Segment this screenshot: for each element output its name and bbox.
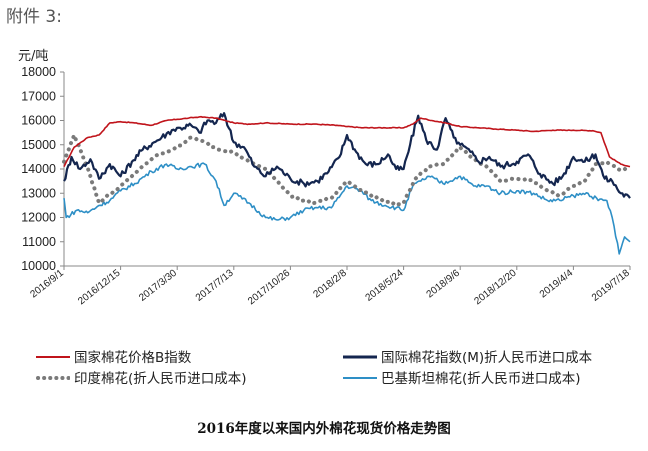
legend-item-b-index: 国家棉花价格B指数 bbox=[36, 346, 191, 366]
y-tick-label: 14000 bbox=[21, 162, 56, 176]
legend-label-intl-index: 国际棉花指数(M)折人民币进口成本 bbox=[381, 350, 593, 366]
legend-item-pakistan: 巴基斯坦棉花(折人民币进口成本) bbox=[343, 367, 581, 387]
x-tick-label: 2017/3/30 bbox=[137, 267, 179, 303]
x-tick-label: 2017/10/26 bbox=[246, 267, 293, 307]
x-tick-label: 2018/9/6 bbox=[425, 267, 463, 300]
x-tick-label: 2018/12/20 bbox=[472, 267, 519, 307]
y-tick-label: 12000 bbox=[21, 211, 56, 225]
legend-item-india: 印度棉花(折人民币进口成本) bbox=[36, 367, 247, 387]
legend-label-india: 印度棉花(折人民币进口成本) bbox=[74, 371, 247, 387]
legend-swatch-b-index bbox=[36, 348, 70, 364]
y-tick-label: 17000 bbox=[21, 89, 56, 103]
series-line-3 bbox=[63, 162, 631, 255]
page-header: 附件 3: bbox=[6, 7, 62, 27]
legend-label-b-index: 国家棉花价格B指数 bbox=[74, 350, 192, 366]
x-tick-label: 2019/4/4 bbox=[538, 267, 576, 300]
series-line-2 bbox=[62, 133, 632, 208]
x-tick-label: 2018/5/24 bbox=[364, 267, 406, 303]
legend-swatch-pakistan bbox=[343, 369, 377, 385]
y-tick-label: 11000 bbox=[22, 235, 56, 249]
y-tick-label: 18000 bbox=[21, 65, 56, 79]
y-tick-label: 10000 bbox=[21, 259, 56, 273]
x-tick-label: 2019/7/18 bbox=[590, 267, 632, 303]
y-tick-label: 16000 bbox=[21, 114, 56, 128]
series-line-1 bbox=[63, 112, 631, 199]
series-line-0 bbox=[63, 115, 631, 168]
chart-title: 2016年度以来国内外棉花现货价格走势图 bbox=[197, 421, 451, 437]
x-tick-label: 2016/12/15 bbox=[76, 267, 123, 307]
y-axis-label: 元/吨 bbox=[18, 49, 49, 64]
legend-swatch-intl-index bbox=[343, 348, 377, 364]
y-tick-label: 13000 bbox=[21, 186, 56, 200]
legend-label-pakistan: 巴基斯坦棉花(折人民币进口成本) bbox=[381, 371, 581, 387]
legend-swatch-india bbox=[36, 369, 72, 385]
x-tick-label: 2017/7/13 bbox=[194, 267, 236, 303]
x-tick-label: 2018/2/8 bbox=[311, 267, 349, 300]
legend-item-intl-index: 国际棉花指数(M)折人民币进口成本 bbox=[343, 346, 592, 366]
chart-series bbox=[62, 112, 632, 255]
y-tick-label: 15000 bbox=[21, 138, 56, 152]
